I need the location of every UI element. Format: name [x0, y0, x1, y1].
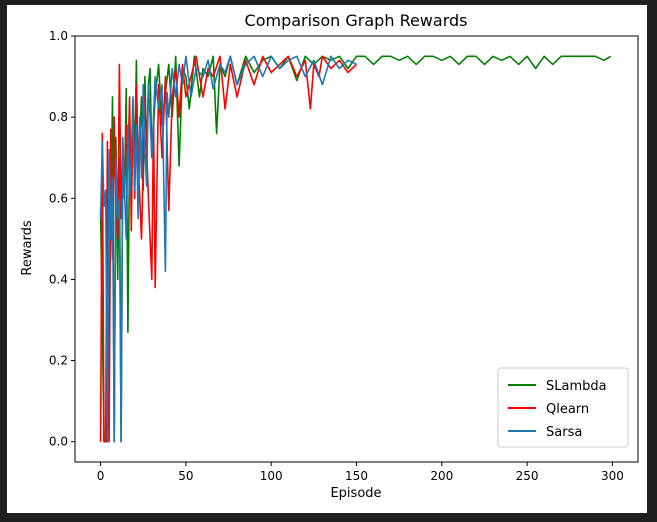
legend-label-slambda: SLambda [546, 379, 607, 394]
series-line-qlearn [99, 55, 358, 443]
y-axis-label: Rewards [20, 220, 35, 275]
y-tick-label: 0.0 [49, 435, 68, 449]
y-tick-label: 0.2 [49, 354, 68, 368]
x-tick-label: 50 [178, 469, 193, 483]
x-axis-label: Episode [330, 486, 381, 501]
x-tick-label: 250 [516, 469, 539, 483]
chart-figure: Comparison Graph Rewards 0 50 100 150 200 250… [7, 5, 647, 513]
x-tick-label: 300 [601, 469, 624, 483]
x-tick-label: 0 [97, 469, 105, 483]
x-tick-label: 100 [260, 469, 283, 483]
plot-area: 0 50 100 150 200 250 300 0.0 0.2 0.4 0.6 0.8 1.0 SLam… [49, 29, 639, 483]
x-tick-label: 150 [345, 469, 368, 483]
line-chart: Comparison Graph Rewards 0 50 100 150 200 250… [20, 11, 639, 501]
x-tick-label: 200 [430, 469, 453, 483]
y-tick-label: 1.0 [49, 29, 68, 43]
y-tick-label: 0.4 [49, 272, 68, 286]
chart-title: Comparison Graph Rewards [245, 11, 468, 30]
y-tick-label: 0.6 [49, 191, 68, 205]
legend-label-sarsa: Sarsa [546, 425, 582, 440]
legend-box [497, 367, 629, 448]
legend-label-qlearn: Qlearn [546, 402, 589, 417]
series-line-sarsa [99, 55, 357, 443]
y-tick-label: 0.8 [49, 110, 68, 124]
